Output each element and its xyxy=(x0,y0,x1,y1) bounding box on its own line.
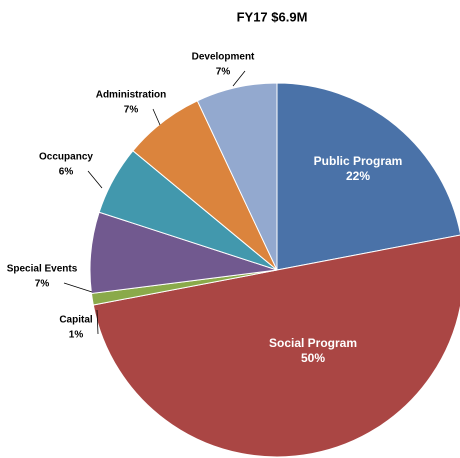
leader-line xyxy=(96,309,99,335)
slice-value-label: 22% xyxy=(346,169,370,183)
chart-title: FY17 $6.9M xyxy=(237,9,308,24)
slice-label: Special Events xyxy=(7,264,78,275)
leader-line xyxy=(152,108,161,126)
leader-line xyxy=(232,70,246,87)
pie-slice xyxy=(196,82,278,271)
slice-value-label: 1% xyxy=(69,330,84,341)
slice-value-label: 6% xyxy=(59,167,74,178)
slice-label: Public Program xyxy=(314,154,403,168)
slice-value-label: 7% xyxy=(35,279,50,290)
leader-line xyxy=(87,170,103,189)
leader-line xyxy=(63,282,93,293)
slice-label: Social Program xyxy=(269,336,357,350)
slice-value-label: 7% xyxy=(124,105,139,116)
slice-label: Capital xyxy=(59,315,93,326)
slice-value-label: 7% xyxy=(216,67,231,78)
slice-label: Administration xyxy=(96,90,167,101)
slice-label: Occupancy xyxy=(39,152,93,163)
slice-value-label: 50% xyxy=(301,351,325,365)
pie-slice xyxy=(92,234,460,458)
pie-slice xyxy=(276,82,460,271)
slice-label: Development xyxy=(192,52,255,63)
